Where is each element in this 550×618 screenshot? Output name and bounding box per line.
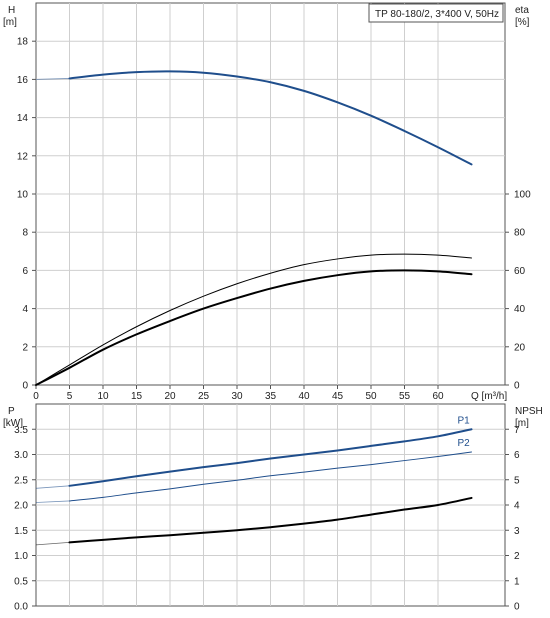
x-tick-label: 60: [432, 391, 444, 402]
series-line: [69, 451, 472, 502]
y-right-axis-title: NPSH: [515, 406, 543, 417]
legend: TP 80-180/2, 3*400 V, 50Hz: [368, 3, 504, 23]
x-axis-title: Q [m³/h]: [471, 391, 507, 402]
y-right-axis-unit: [%]: [515, 17, 530, 28]
x-tick-label: 5: [67, 391, 73, 402]
series-extension-line: [35, 541, 70, 546]
y-right-tick-label: 100: [514, 190, 531, 201]
y-left-tick-label: 1.5: [14, 526, 28, 537]
series-label-p1: P1: [458, 415, 471, 426]
series-2-3: [35, 496, 473, 546]
y-left-tick-label: 10: [17, 190, 29, 201]
series-p1: P1: [35, 415, 473, 489]
x-tick-label: 45: [332, 391, 344, 402]
x-tick-label: 50: [365, 391, 377, 402]
series-p2: P2: [35, 438, 472, 503]
x-tick-label: 55: [399, 391, 411, 402]
y-left-tick-label: 18: [17, 37, 29, 48]
series-line: [35, 269, 473, 386]
series-1-1: [35, 70, 473, 166]
y-right-axis-title: eta: [515, 5, 529, 16]
y-left-tick-label: 6: [22, 266, 28, 277]
series-1-2: [35, 253, 472, 386]
y-right-tick-label: 40: [514, 304, 526, 315]
y-right-tick-label: 0: [514, 602, 520, 613]
series-extension-line: [35, 500, 70, 503]
x-tick-label: 15: [131, 391, 143, 402]
y-left-tick-label: 3.5: [14, 425, 28, 436]
y-left-tick-label: 0.5: [14, 576, 28, 587]
series-extension-line: [35, 78, 70, 80]
y-right-tick-label: 20: [514, 342, 526, 353]
y-right-tick-label: 3: [514, 526, 520, 537]
y-left-tick-label: 8: [22, 228, 28, 239]
x-tick-label: 30: [231, 391, 243, 402]
y-right-tick-label: 60: [514, 266, 526, 277]
x-tick-label: 40: [298, 391, 310, 402]
y-right-tick-label: 4: [514, 501, 520, 512]
x-tick-label: 25: [198, 391, 210, 402]
chart-panel-1: 0 2 4 6 8 10 12 14 16 18 0 20 40 60 80 100 H[m] eta[%] 0 5 1…: [3, 2, 531, 402]
y-right-axis-unit: [m]: [515, 418, 529, 429]
y-left-tick-label: 2: [22, 342, 28, 353]
x-tick-label: 35: [265, 391, 277, 402]
series-label-p2: P2: [458, 438, 471, 449]
y-right-tick-label: 2: [514, 551, 520, 562]
y-left-tick-label: 3.0: [14, 450, 28, 461]
y-right-tick-label: 0: [514, 381, 520, 392]
y-left-tick-label: 2.0: [14, 501, 28, 512]
series-1-3: [35, 269, 473, 386]
x-tick-label: 0: [33, 391, 39, 402]
series-line: [68, 70, 473, 166]
y-right-tick-label: 6: [514, 450, 520, 461]
y-right-tick-label: 5: [514, 475, 520, 486]
y-left-tick-label: 0.0: [14, 602, 28, 613]
legend-box: [368, 3, 504, 23]
series-extension-line: [35, 485, 70, 489]
y-left-axis-unit: [kW]: [3, 418, 23, 429]
y-left-tick-label: 0: [22, 381, 28, 392]
y-right-tick-label: 7: [514, 425, 520, 436]
y-right-tick-label: 1: [514, 576, 520, 587]
series-line: [68, 496, 473, 544]
y-left-tick-label: 12: [17, 151, 29, 162]
x-tick-label: 20: [164, 391, 176, 402]
x-tick-label: 10: [97, 391, 109, 402]
y-left-tick-label: 2.5: [14, 475, 28, 486]
legend-text: TP 80-180/2, 3*400 V, 50Hz: [375, 9, 499, 20]
series-line: [35, 253, 472, 386]
y-left-tick-label: 4: [22, 304, 28, 315]
y-left-tick-label: 14: [17, 113, 29, 124]
y-left-axis-title: P: [8, 406, 15, 417]
y-right-tick-label: 80: [514, 228, 526, 239]
chart-panel-2: 0.0 0.5 1.0 1.5 2.0 2.5 3.0 3.5 0 1 2 3 4 5 6 7 P[kW] NPS…: [3, 403, 543, 613]
series-line: [68, 428, 473, 487]
y-left-axis-unit: [m]: [3, 17, 17, 28]
y-left-axis-title: H: [8, 5, 15, 16]
y-left-tick-label: 1.0: [14, 551, 28, 562]
y-left-tick-label: 16: [17, 75, 29, 86]
